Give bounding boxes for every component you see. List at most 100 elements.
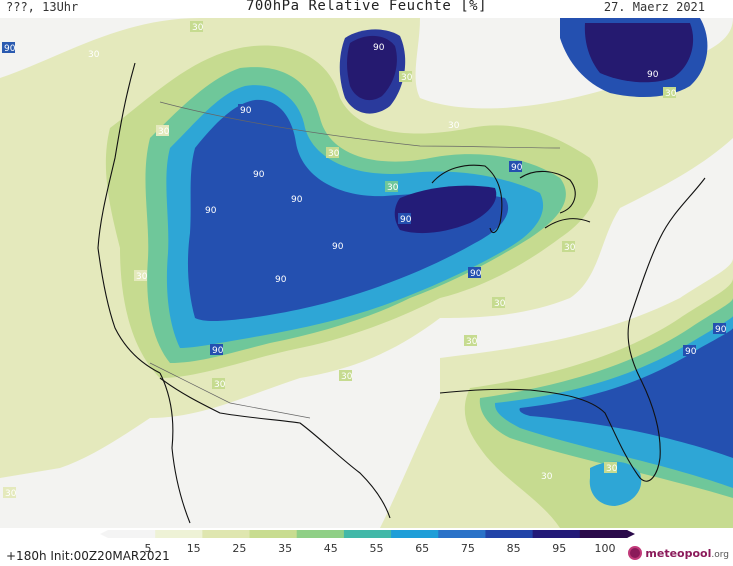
contour-label: 30: [192, 23, 204, 33]
colorbar-tick-label: 65: [415, 542, 430, 555]
colorbar-tick-label: 55: [369, 542, 384, 555]
colorbar-segment: [296, 530, 345, 538]
contour-label-box: [446, 119, 459, 130]
colorbar-segment: [438, 530, 486, 538]
contour-label-box: [713, 323, 726, 334]
contour-label-box: [190, 21, 203, 32]
contour-label-box: [385, 181, 398, 192]
contour-label-box: [212, 378, 225, 389]
contour-label-box: [156, 125, 169, 136]
contour-label: 30: [88, 50, 100, 60]
contour-label: 90: [205, 206, 217, 216]
contour-label-box: [210, 344, 223, 355]
contour-label-box: [134, 270, 147, 281]
colorbar-tick-label: 15: [186, 542, 201, 555]
contour-label: 30: [494, 299, 506, 309]
valid-date-label: 27. Maerz 2021: [603, 0, 705, 14]
colorbar-segment: [249, 530, 298, 538]
contour-label-box: [492, 297, 505, 308]
colorbar-segment: [155, 530, 203, 538]
contour-label: 90: [400, 215, 412, 225]
colorbar-segment: [579, 530, 628, 538]
coastlines: [97, 62, 706, 524]
contour-label: 30: [448, 121, 460, 131]
contour-label-box: [683, 345, 696, 356]
humidity-zone-65-gulf: [589, 461, 642, 506]
contour-label-box: [326, 147, 339, 158]
contour-label-box: [468, 267, 481, 278]
logo-text: meteopool.org: [645, 546, 729, 560]
contour-label-box: [399, 71, 412, 82]
contour-label-box: [203, 204, 216, 215]
contour-label-box: [3, 487, 16, 498]
contour-label: 30: [387, 183, 399, 193]
contour-label-box: [86, 48, 99, 59]
contour-label: 30: [328, 149, 340, 159]
humidity-zone-85-south: [519, 328, 733, 458]
colorbar-right-arrow: [627, 530, 635, 538]
contour-label-box: [339, 370, 352, 381]
run-info: +180h Init:00Z20MAR2021: [6, 549, 170, 563]
contour-labels: 90 30 30 30 90 90 90 90 90 90 90 30 90 3…: [2, 21, 727, 499]
contour-label: 90: [332, 242, 344, 252]
colorbar-tick-label: 45: [323, 542, 338, 555]
humidity-zone-95: [347, 35, 397, 101]
contour-label-box: [663, 87, 676, 98]
contour-label: 30: [665, 89, 677, 99]
contour-label: 30: [401, 73, 413, 83]
contour-label-box: [539, 470, 552, 481]
humidity-zone-95-lakes: [394, 185, 497, 234]
contour-label-box: [289, 193, 302, 204]
contour-label: 90: [240, 106, 252, 116]
humidity-zone-85: [187, 99, 509, 322]
contour-label: 90: [470, 269, 482, 279]
humidity-zone-95-east: [584, 23, 694, 83]
contour-label: 30: [564, 243, 576, 253]
contour-label: 90: [511, 163, 523, 173]
state-borders: [149, 101, 561, 419]
contour-label: 30: [158, 127, 170, 137]
contour-label-box: [273, 273, 286, 284]
colorbar-tick-label: 35: [278, 542, 293, 555]
contour-label: 90: [212, 346, 224, 356]
contour-label: 30: [214, 380, 226, 390]
contour-label-box: [464, 335, 477, 346]
contour-label-box: [371, 41, 384, 52]
contour-label-box: [645, 68, 658, 79]
colorbar-tick-label: 95: [552, 542, 567, 555]
colorbar-segment: [202, 530, 251, 538]
contour-label: 30: [541, 472, 553, 482]
colorbar-segment: [532, 530, 581, 538]
colorbar-tick-label: 25: [232, 542, 247, 555]
contour-label: 90: [715, 325, 727, 335]
logo-icon: [628, 546, 643, 560]
contour-label-box: [238, 104, 251, 115]
contour-label-box: [562, 241, 575, 252]
meteopool-logo: meteopool.org: [628, 546, 729, 560]
contour-label: 30: [136, 272, 148, 282]
header: ???, 13Uhr 700hPa Relative Feuchte [%] 2…: [0, 0, 733, 18]
colorbar-segment: [343, 530, 392, 538]
contour-label: 30: [5, 489, 17, 499]
colorbar-left-arrow: [100, 530, 108, 538]
footer: 5 15 25 35 45 55 65 75 85 95 100 +180h Init:00Z20M…: [0, 528, 733, 566]
colorbar: [100, 530, 635, 538]
colorbar-segment: [391, 530, 439, 538]
colorbar-segment: [485, 530, 534, 538]
contour-label: 90: [253, 170, 265, 180]
contour-label-box: [509, 161, 522, 172]
contour-label: 30: [606, 464, 618, 474]
contour-label: 30: [341, 372, 353, 382]
contour-label-box: [398, 213, 411, 224]
contour-label-box: [330, 240, 343, 251]
contour-label: 30: [466, 337, 478, 347]
colorbar-segment: [108, 530, 156, 538]
contour-label: 90: [275, 275, 287, 285]
valid-time-label: ???, 13Uhr: [6, 0, 79, 14]
humidity-map: 90 30 30 30 90 90 90 90 90 90 90 30 90 3…: [0, 18, 733, 528]
contour-label: 90: [373, 43, 385, 53]
contour-label-box: [2, 42, 15, 53]
contour-label: 90: [4, 44, 16, 54]
contour-label: 90: [647, 70, 659, 80]
colorbar-tick-label: 75: [460, 542, 475, 555]
